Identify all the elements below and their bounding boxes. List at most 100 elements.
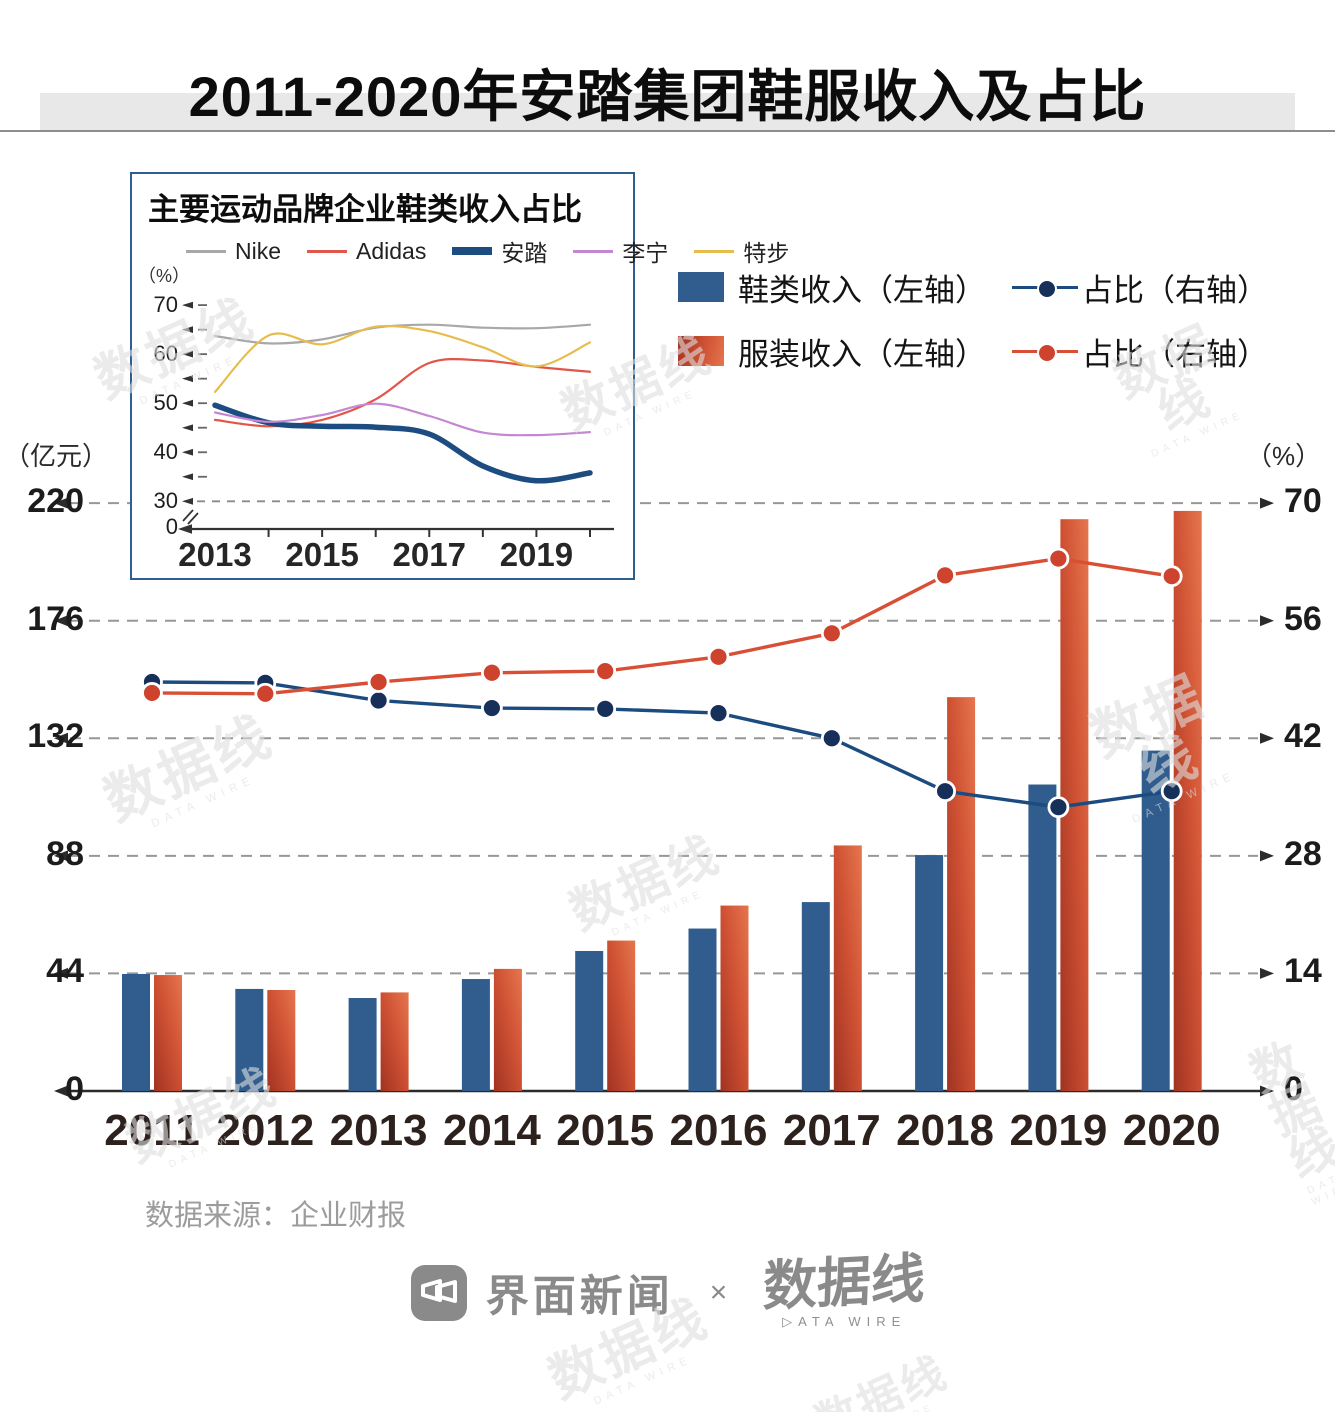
footwear-share-line	[151, 680, 1172, 809]
jiemian-logo-text: 界面新闻	[485, 1273, 674, 1321]
inset-legend-item-特步: 特步	[694, 234, 789, 268]
collab-times-sign: ×	[709, 1276, 728, 1309]
bar-footwear-2012	[235, 988, 264, 1091]
right-axis-tick: 28	[1284, 834, 1322, 873]
x-axis-year-label: 2011	[104, 1106, 200, 1155]
left-axis-tick: 220	[27, 482, 84, 521]
bar-footwear-2015	[575, 950, 604, 1091]
footwear-bar-swatch	[678, 272, 724, 302]
apparel-share-label: 占比（右轴）	[1082, 336, 1268, 372]
apparel-line-dot	[1037, 343, 1057, 363]
inset-legend-label: 特步	[743, 240, 790, 266]
footwear-share-label: 占比（右轴）	[1082, 272, 1268, 308]
bar-footwear-2011	[122, 973, 150, 1091]
x-axis-year-label: 2018	[896, 1106, 995, 1155]
share-dot-2013	[367, 671, 390, 693]
inset-legend-swatch	[186, 249, 226, 253]
bar-footwear-2019	[1028, 784, 1057, 1091]
datawire-logo: 数据线 ▷ATA WIRE	[762, 1249, 926, 1330]
share-dot-2019	[1047, 796, 1070, 819]
inset-legend: Nike Adidas 安踏 李宁 特步	[186, 234, 789, 268]
inset-x-tick: 2015	[285, 536, 359, 573]
title-band	[40, 93, 1295, 130]
x-axis-year-label: 2020	[1122, 1106, 1221, 1155]
x-axis-year-label: 2019	[1009, 1106, 1108, 1155]
x-axis-year-label: 2012	[216, 1106, 315, 1155]
share-dot-2013	[367, 689, 390, 712]
inset-legend-swatch	[452, 247, 493, 255]
bar-apparel-2012	[267, 989, 296, 1091]
legend-row-apparel: 服装收入（左轴） 占比（右轴）	[678, 334, 1268, 372]
page-title: 2011-2020年安踏集团鞋服收入及占比	[188, 65, 1147, 128]
left-axis-unit: （亿元）	[4, 441, 109, 471]
footwear-bar-label: 鞋类收入（左轴）	[738, 272, 986, 308]
share-dot-2015	[594, 660, 617, 682]
right-axis-tick: 70	[1284, 482, 1322, 521]
legend-row-footwear: 鞋类收入（左轴） 占比（右轴）	[678, 270, 1268, 308]
share-dot-2016	[707, 702, 730, 724]
left-axis-tick: 88	[46, 834, 84, 873]
bar-footwear-2013	[348, 998, 377, 1091]
apparel-bar-swatch	[678, 336, 724, 366]
inset-y-tick: 60	[153, 341, 178, 367]
inset-legend-item-李宁: 李宁	[573, 234, 668, 268]
bar-footwear-2016	[688, 928, 717, 1091]
left-axis-tick: 176	[27, 599, 84, 638]
jiemian-logo-icon	[410, 1265, 467, 1321]
bar-apparel-2016	[720, 905, 749, 1091]
source-note: 数据来源：企业财报	[145, 1200, 407, 1232]
footwear-line-dot	[1037, 279, 1057, 299]
share-dot-2012	[254, 682, 277, 705]
inset-x-tick: 2019	[499, 536, 574, 573]
inset-y-tick: 50	[153, 390, 178, 416]
x-axis-year-label: 2013	[329, 1106, 428, 1155]
inset-legend-swatch	[573, 249, 614, 253]
apparel-share-line	[151, 556, 1172, 696]
right-axis-unit: （%）	[1246, 441, 1322, 471]
inset-legend-label: Nike	[235, 237, 282, 264]
x-axis-year-label: 2017	[782, 1106, 881, 1155]
bar-footwear-2018	[915, 855, 944, 1091]
inset-y-zero: 0	[165, 514, 178, 539]
bar-apparel-2018	[947, 697, 976, 1091]
bar-apparel-2013	[380, 992, 409, 1091]
inset-line-安踏	[212, 402, 593, 484]
apparel-line-swatch	[1012, 343, 1078, 363]
share-dot-2015	[594, 697, 617, 720]
share-dot-2020	[1160, 565, 1183, 588]
x-axis-year-label: 2014	[442, 1106, 541, 1155]
main-legend: 鞋类收入（左轴） 占比（右轴） 服装收入（左轴） 占比（右轴）	[678, 270, 1268, 398]
inset-y-tick: 70	[153, 292, 178, 318]
right-axis-tick: 14	[1284, 952, 1322, 991]
title-divider	[0, 130, 1335, 132]
bar-footwear-2014	[461, 979, 490, 1091]
inset-unit-label: （%）	[138, 266, 191, 286]
inset-legend-item-Nike: Nike	[186, 238, 281, 265]
bar-footwear-2017	[801, 902, 830, 1091]
left-axis-tick: 44	[46, 952, 84, 991]
share-dot-2017	[820, 622, 843, 645]
inset-legend-label: 李宁	[622, 240, 669, 266]
right-axis-tick: 42	[1284, 717, 1322, 756]
bar-apparel-2020	[1173, 510, 1202, 1091]
inset-line-李宁	[213, 402, 592, 437]
inset-legend-swatch	[307, 249, 348, 253]
share-dot-2018	[934, 564, 956, 587]
right-axis-tick: 56	[1284, 599, 1322, 638]
datawire-logo-subtext: ▷ATA WIRE	[782, 1314, 907, 1329]
inset-line-Nike	[213, 323, 592, 345]
share-dot-2014	[480, 661, 503, 684]
inset-legend-item-Adidas: Adidas	[307, 238, 426, 265]
datawire-logo-text: 数据线	[762, 1248, 927, 1318]
inset-line-chart	[178, 301, 614, 537]
footwear-line-swatch	[1012, 279, 1078, 299]
left-axis-tick: 132	[27, 717, 84, 756]
inset-x-tick: 2017	[392, 536, 466, 573]
bar-footwear-2020	[1141, 750, 1170, 1091]
share-dot-2020	[1160, 780, 1183, 803]
inset-title: 主要运动品牌企业鞋类收入占比	[148, 192, 582, 227]
share-dot-2018	[934, 780, 956, 803]
share-dot-2019	[1047, 547, 1070, 570]
